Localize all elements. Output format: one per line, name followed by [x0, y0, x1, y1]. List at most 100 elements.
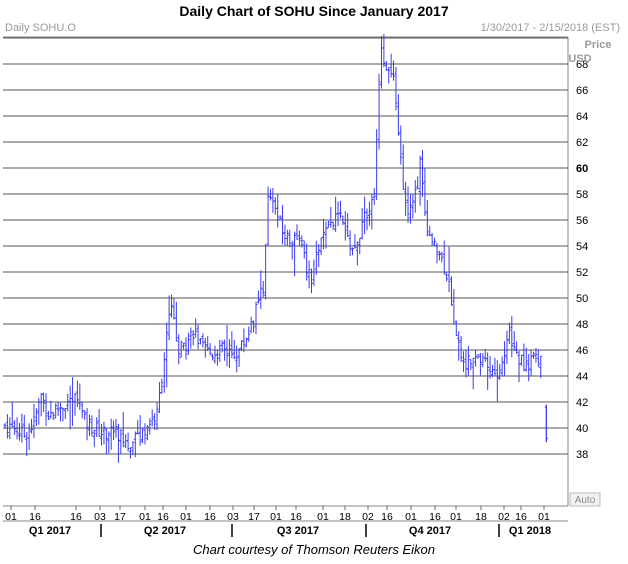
- ohlc-bar: [56, 401, 60, 416]
- ohlc-bar: [495, 360, 499, 402]
- ohlc-bar: [39, 392, 43, 417]
- ohlc-bar: [242, 328, 246, 353]
- x-tick-label: 01: [450, 511, 462, 523]
- quarter-label: Q1 2018: [509, 525, 551, 537]
- ohlc-bar: [462, 351, 466, 373]
- ohlc-bar: [189, 327, 193, 349]
- ohlc-bar: [406, 186, 410, 223]
- ohlc-bar: [225, 325, 229, 367]
- ohlc-bar: [155, 402, 159, 431]
- ohlc-bar: [198, 338, 202, 345]
- ohlc-bar: [490, 364, 494, 378]
- ohlc-bar: [447, 246, 451, 293]
- ohlc-bar: [437, 250, 441, 261]
- ohlc-bar: [264, 243, 268, 300]
- ohlc-bar: [392, 60, 396, 81]
- scale-auto-box[interactable]: Auto: [569, 492, 601, 507]
- ohlc-bar-gap: [544, 404, 548, 443]
- ohlc-bar: [428, 225, 432, 237]
- ohlc-bar: [324, 221, 328, 249]
- y-tick-label: 48: [576, 319, 588, 331]
- ohlc-bar: [167, 295, 171, 341]
- ohlc-bar: [421, 149, 425, 197]
- x-tick-label: 01: [5, 511, 17, 523]
- ohlc-bar: [351, 247, 355, 256]
- ohlc-bar: [104, 427, 108, 455]
- ohlc-bar: [281, 204, 285, 245]
- ohlc-bar: [85, 408, 89, 441]
- ohlc-bar: [232, 339, 236, 360]
- ohlc-bar: [346, 212, 350, 238]
- ohlc-bar: [507, 322, 511, 345]
- ohlc-bar: [213, 345, 217, 364]
- x-tick-label: 02: [362, 511, 374, 523]
- ohlc-bar: [5, 414, 9, 439]
- ohlc-bar: [305, 243, 309, 281]
- ohlc-bar: [201, 333, 205, 348]
- ohlc-bar: [34, 408, 38, 427]
- y-tick-label: 44: [576, 371, 588, 383]
- price-chart: 38 40 42 44 46 48 50 52 54 56 58 60 62 64 66 68 Price U…: [3, 33, 611, 537]
- ohlc-bar: [382, 33, 386, 68]
- ohlc-bar: [227, 338, 231, 368]
- ohlc-bar: [268, 188, 272, 201]
- ohlc-bar: [372, 187, 376, 206]
- ohlc-bar: [367, 201, 371, 226]
- ohlc-bar: [498, 363, 502, 381]
- x-tick-label: 18: [475, 511, 487, 523]
- ohlc-bar: [191, 330, 195, 346]
- x-tick-label: 16: [290, 511, 302, 523]
- ohlc-bar: [394, 67, 398, 111]
- ohlc-bar: [136, 420, 140, 435]
- ohlc-bar: [124, 434, 128, 449]
- ohlc-bar: [302, 240, 306, 259]
- ohlc-bar: [256, 290, 260, 304]
- ohlc-bar: [464, 349, 468, 378]
- ohlc-bar: [326, 220, 330, 229]
- ohlc-bar: [283, 224, 287, 246]
- ohlc-bar: [295, 224, 299, 240]
- ohlc-bar: [312, 259, 316, 286]
- ohlc-bar: [83, 410, 87, 420]
- x-tick-label: 02: [498, 511, 510, 523]
- ohlc-bar: [133, 431, 137, 458]
- y-tick-label: 60: [576, 163, 588, 175]
- ohlc-bar: [500, 356, 504, 377]
- ohlc-bar: [46, 410, 50, 420]
- ohlc-bar: [215, 350, 219, 366]
- ohlc-bar: [273, 197, 277, 215]
- chart-title: Daily Chart of SOHU Since January 2017: [179, 3, 449, 19]
- y-tick-label: 62: [576, 137, 588, 149]
- ohlc-bar: [44, 393, 48, 426]
- ohlc-bar: [78, 383, 82, 410]
- ohlc-bar: [276, 194, 280, 228]
- ohlc-bar: [119, 429, 123, 454]
- x-tick-label: 03: [227, 511, 239, 523]
- ohlc-bar: [196, 323, 200, 349]
- ohlc-bar: [449, 276, 453, 306]
- ohlc-bar: [505, 330, 509, 365]
- ohlc-bar: [10, 401, 14, 428]
- chart-caption: Chart courtesy of Thomson Reuters Eikon: [192, 542, 436, 557]
- y-tick-label: 38: [576, 449, 588, 461]
- x-tick-label: 16: [381, 511, 393, 523]
- ohlc-bar: [80, 402, 84, 419]
- ohlc-bar: [32, 403, 36, 439]
- ohlc-bar: [433, 237, 437, 247]
- ohlc-bar: [493, 357, 497, 376]
- ohlc-bar: [107, 431, 111, 454]
- ohlc-bar: [515, 341, 519, 355]
- y-tick-label: 42: [576, 397, 588, 409]
- ohlc-bar: [478, 352, 482, 376]
- ohlc-bar: [307, 260, 311, 289]
- ohlc-bar: [177, 334, 181, 365]
- ohlc-bar: [75, 380, 79, 407]
- quarter-label: Q2 2017: [144, 525, 186, 537]
- ohlc-bar: [172, 298, 176, 320]
- ohlc-bar: [435, 242, 439, 264]
- y-axis-unit: USD: [568, 53, 591, 65]
- x-tick-label: 16: [157, 511, 169, 523]
- ohlc-bar: [503, 341, 507, 377]
- ohlc-bar: [411, 194, 415, 219]
- x-tick-label: 01: [139, 511, 151, 523]
